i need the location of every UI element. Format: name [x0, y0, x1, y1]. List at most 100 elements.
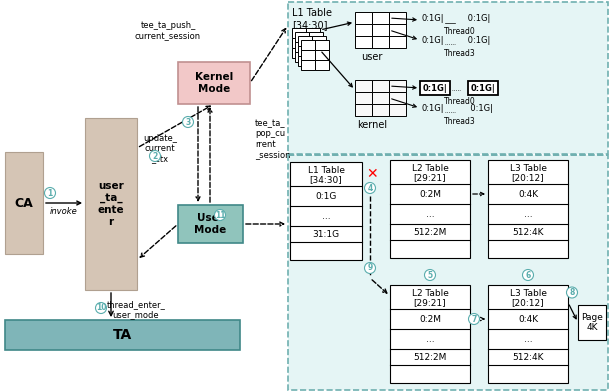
Bar: [390, 160, 470, 258]
Bar: [389, 104, 406, 116]
Bar: [292, 38, 306, 48]
Bar: [372, 104, 389, 116]
Text: 0:4K: 0:4K: [518, 189, 538, 198]
Text: 0:2M: 0:2M: [419, 314, 441, 323]
Text: L3 Table: L3 Table: [509, 164, 547, 173]
Text: tee_ta_push_
current_session: tee_ta_push_ current_session: [135, 21, 201, 40]
Bar: [290, 162, 362, 260]
Bar: [301, 40, 315, 50]
Text: [29:21]: [29:21]: [414, 173, 447, 182]
Text: thread_enter_
user_mode: thread_enter_ user_mode: [107, 300, 165, 319]
Bar: [5, 152, 43, 254]
Text: 6: 6: [525, 270, 531, 279]
Bar: [372, 80, 389, 92]
Circle shape: [215, 209, 226, 221]
Bar: [312, 46, 326, 56]
Bar: [298, 46, 312, 56]
Bar: [372, 36, 389, 48]
Bar: [298, 36, 312, 46]
Bar: [306, 28, 320, 38]
Bar: [301, 60, 315, 70]
Bar: [488, 285, 568, 383]
Text: 3: 3: [185, 118, 190, 127]
Text: 512:2M: 512:2M: [414, 352, 447, 361]
Text: User
Mode: User Mode: [195, 213, 227, 235]
Bar: [309, 42, 323, 52]
Bar: [85, 118, 137, 290]
Bar: [372, 92, 389, 104]
Bar: [355, 36, 372, 48]
Text: 0:1G|: 0:1G|: [423, 83, 448, 93]
Text: 0:1G|: 0:1G|: [421, 36, 443, 45]
Text: L1 Table
[34:30]: L1 Table [34:30]: [292, 8, 332, 30]
Bar: [389, 36, 406, 48]
Bar: [312, 56, 326, 66]
Bar: [355, 104, 372, 116]
Text: ...: ...: [524, 334, 533, 343]
Text: Thread0: Thread0: [444, 27, 476, 36]
Bar: [309, 32, 323, 42]
Text: 0:1G|: 0:1G|: [452, 103, 493, 113]
Text: TA: TA: [113, 328, 132, 342]
Text: 0:4K: 0:4K: [518, 314, 538, 323]
Text: ...: ...: [524, 209, 533, 218]
Circle shape: [96, 303, 107, 314]
Circle shape: [45, 187, 56, 198]
Circle shape: [468, 314, 479, 325]
Text: Thread3: Thread3: [444, 117, 476, 126]
Text: L1 Table: L1 Table: [307, 166, 345, 175]
Bar: [309, 52, 323, 62]
Text: ...: ...: [426, 334, 434, 343]
Bar: [372, 24, 389, 36]
Bar: [312, 36, 326, 46]
Bar: [298, 56, 312, 66]
Bar: [295, 42, 309, 52]
Text: 5: 5: [428, 270, 432, 279]
Text: tee_ta_
pop_cu
rrent
_session: tee_ta_ pop_cu rrent _session: [255, 119, 290, 159]
Text: L2 Table: L2 Table: [412, 289, 448, 298]
Text: 4: 4: [367, 183, 373, 192]
Bar: [288, 155, 608, 390]
Text: 10: 10: [96, 303, 106, 312]
Circle shape: [365, 263, 376, 274]
Bar: [292, 28, 306, 38]
Text: user: user: [361, 52, 382, 62]
Text: 512:4K: 512:4K: [512, 227, 544, 236]
Text: ...: ...: [321, 212, 330, 221]
Circle shape: [182, 116, 193, 127]
Bar: [390, 285, 470, 383]
Bar: [178, 205, 243, 243]
Text: L3 Table: L3 Table: [509, 289, 547, 298]
Text: 8: 8: [569, 288, 575, 297]
Bar: [306, 48, 320, 58]
Text: user
_ta_
ente
r: user _ta_ ente r: [98, 181, 124, 227]
Bar: [355, 80, 372, 92]
Text: Kernel
Mode: Kernel Mode: [195, 72, 233, 94]
Text: invoke: invoke: [50, 207, 78, 216]
Circle shape: [523, 270, 534, 281]
Text: 512:2M: 512:2M: [414, 227, 447, 236]
Text: [34:30]: [34:30]: [310, 175, 342, 184]
Text: CA: CA: [15, 196, 34, 209]
Text: 11: 11: [215, 211, 225, 220]
Bar: [315, 40, 329, 50]
Text: 31:1G: 31:1G: [312, 229, 340, 238]
Bar: [288, 2, 608, 154]
Text: Thread3: Thread3: [444, 49, 476, 58]
Bar: [315, 60, 329, 70]
Bar: [468, 81, 498, 95]
Text: [20:12]: [20:12]: [512, 298, 544, 307]
Bar: [578, 305, 606, 340]
Text: update_
current
_ctx: update_ current _ctx: [143, 134, 177, 164]
Text: 0:1G|: 0:1G|: [470, 83, 495, 93]
Circle shape: [567, 287, 578, 298]
Bar: [315, 50, 329, 60]
Text: 0:1G: 0:1G: [315, 192, 337, 200]
Text: ✕: ✕: [366, 167, 378, 181]
Bar: [389, 92, 406, 104]
Bar: [295, 32, 309, 42]
Bar: [389, 24, 406, 36]
Bar: [488, 160, 568, 258]
Text: 512:4K: 512:4K: [512, 352, 544, 361]
Text: Page
4K: Page 4K: [581, 313, 603, 332]
